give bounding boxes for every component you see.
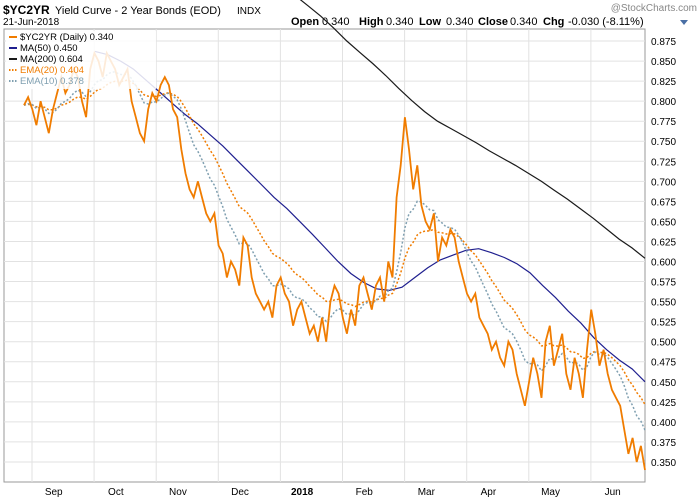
watermark: @StockCharts.com bbox=[611, 3, 697, 14]
y-tick-label: 0.750 bbox=[651, 137, 676, 148]
y-tick-label: 0.850 bbox=[651, 57, 676, 68]
y-tick-label: 0.875 bbox=[651, 37, 676, 48]
y-tick-label: 0.775 bbox=[651, 117, 676, 128]
plot-area bbox=[3, 28, 646, 483]
y-tick-label: 0.650 bbox=[651, 217, 676, 228]
y-tick-label: 0.400 bbox=[651, 418, 676, 429]
legend-box bbox=[6, 31, 156, 89]
y-tick-label: 0.725 bbox=[651, 157, 676, 168]
low-label: Low bbox=[419, 16, 441, 28]
symbol-title: $YC2YR bbox=[3, 3, 50, 17]
y-tick-label: 0.550 bbox=[651, 298, 676, 309]
y-tick-label: 0.800 bbox=[651, 97, 676, 108]
y-tick-label: 0.425 bbox=[651, 398, 676, 409]
y-tick-label: 0.350 bbox=[651, 458, 676, 469]
ma50-line bbox=[94, 50, 646, 383]
open-label: Open bbox=[291, 16, 319, 28]
chg-label: Chg bbox=[543, 16, 564, 28]
open-value: 0.340 bbox=[322, 16, 350, 28]
chg-value: -0.030 (-8.11%) bbox=[568, 16, 644, 28]
legend-label: MA(50) 0.450 bbox=[20, 43, 78, 54]
y-tick-label: 0.450 bbox=[651, 378, 676, 389]
close-value: 0.340 bbox=[510, 16, 538, 28]
y-tick-label: 0.700 bbox=[651, 177, 676, 188]
y-tick-label: 0.500 bbox=[651, 338, 676, 349]
y-tick-label: 0.825 bbox=[651, 77, 676, 88]
low-value: 0.340 bbox=[446, 16, 474, 28]
x-tick-label: 2018 bbox=[291, 487, 314, 498]
x-tick-label: Mar bbox=[418, 487, 436, 498]
high-value: 0.340 bbox=[386, 16, 414, 28]
y-tick-label: 0.675 bbox=[651, 197, 676, 208]
y-tick-label: 0.375 bbox=[651, 438, 676, 449]
y-tick-label: 0.600 bbox=[651, 258, 676, 269]
high-label: High bbox=[359, 16, 384, 28]
y-tick-label: 0.525 bbox=[651, 318, 676, 329]
x-tick-label: Sep bbox=[45, 487, 63, 498]
legend-label: $YC2YR (Daily) 0.340 bbox=[20, 32, 113, 43]
exchange-label: INDX bbox=[237, 6, 261, 17]
x-tick-label: May bbox=[541, 487, 560, 498]
y-axis: 0.350 0.375 0.400 0.425 0.450 0.475 0.500 0.525… bbox=[651, 37, 676, 469]
close-label: Close bbox=[478, 16, 508, 28]
x-tick-label: Dec bbox=[231, 487, 249, 498]
ema20-line bbox=[23, 79, 646, 405]
y-tick-label: 0.575 bbox=[651, 278, 676, 289]
legend-label: EMA(10) 0.378 bbox=[20, 76, 84, 87]
x-tick-label: Jun bbox=[605, 487, 621, 498]
chart-title: Yield Curve - 2 Year Bonds (EOD) bbox=[55, 5, 221, 17]
x-axis: Sep Oct Nov Dec 2018 Feb Mar Apr May Jun bbox=[45, 487, 621, 498]
ma200-line bbox=[299, 0, 646, 259]
date-label: 21-Jun-2018 bbox=[3, 17, 60, 28]
x-tick-label: Apr bbox=[481, 487, 497, 498]
legend-label: EMA(20) 0.404 bbox=[20, 65, 84, 76]
y-tick-label: 0.625 bbox=[651, 237, 676, 248]
legend-label: MA(200) 0.604 bbox=[20, 54, 83, 65]
x-tick-label: Feb bbox=[356, 487, 374, 498]
chevron-down-icon[interactable] bbox=[680, 20, 688, 25]
x-tick-label: Oct bbox=[108, 487, 124, 498]
grid bbox=[4, 29, 645, 482]
x-tick-label: Nov bbox=[169, 487, 187, 498]
y-tick-label: 0.475 bbox=[651, 358, 676, 369]
